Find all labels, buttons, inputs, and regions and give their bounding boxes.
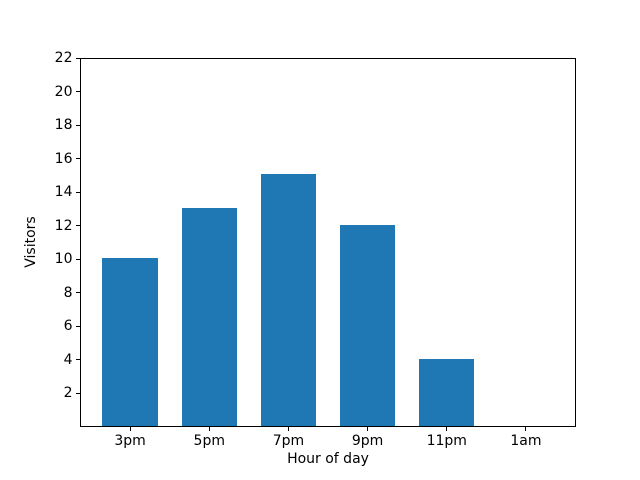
y-tick-mark — [76, 158, 80, 160]
y-tick-label: 20 — [54, 83, 73, 100]
x-tick-label: 3pm — [114, 433, 146, 449]
x-tick-mark — [208, 427, 210, 431]
bar-7pm — [260, 174, 317, 426]
bar-5pm — [181, 207, 237, 426]
y-tick-mark — [76, 124, 80, 126]
y-tick-mark — [76, 325, 80, 327]
y-tick-mark — [76, 258, 80, 260]
x-tick-mark — [446, 427, 448, 431]
y-axis-label: Visitors — [23, 216, 39, 268]
bar-11pm — [419, 358, 475, 426]
x-tick-mark — [129, 427, 131, 431]
y-tick-mark — [76, 359, 80, 361]
y-tick-label: 4 — [63, 351, 73, 368]
y-tick-label: 18 — [54, 117, 73, 134]
y-tick-label: 2 — [63, 385, 73, 402]
y-tick-label: 14 — [54, 184, 73, 201]
x-tick-label: 9pm — [351, 433, 384, 449]
y-tick-label: 8 — [63, 284, 73, 301]
y-tick-mark — [76, 392, 80, 394]
y-tick-mark — [76, 225, 80, 227]
y-tick-label: 10 — [54, 251, 73, 268]
y-tick-mark — [76, 191, 80, 193]
x-tick-mark — [367, 427, 369, 431]
x-tick-label: 1am — [510, 433, 542, 449]
y-tick-mark — [76, 91, 80, 93]
y-tick-mark — [76, 292, 80, 294]
x-axis-label: Hour of day — [287, 451, 369, 467]
y-tick-mark — [76, 57, 80, 59]
x-tick-label: 7pm — [272, 433, 305, 449]
bar-9pm — [339, 224, 396, 426]
x-tick-mark — [525, 427, 527, 431]
x-tick-label: 5pm — [193, 433, 225, 449]
x-tick-mark — [287, 427, 289, 431]
x-tick-label: 11pm — [426, 433, 467, 449]
y-tick-label: 16 — [54, 150, 73, 167]
y-tick-label: 22 — [54, 50, 73, 66]
y-tick-label: 12 — [54, 217, 73, 234]
plot-area — [80, 58, 576, 427]
bar-3pm — [102, 258, 158, 426]
y-tick-label: 6 — [63, 318, 73, 335]
